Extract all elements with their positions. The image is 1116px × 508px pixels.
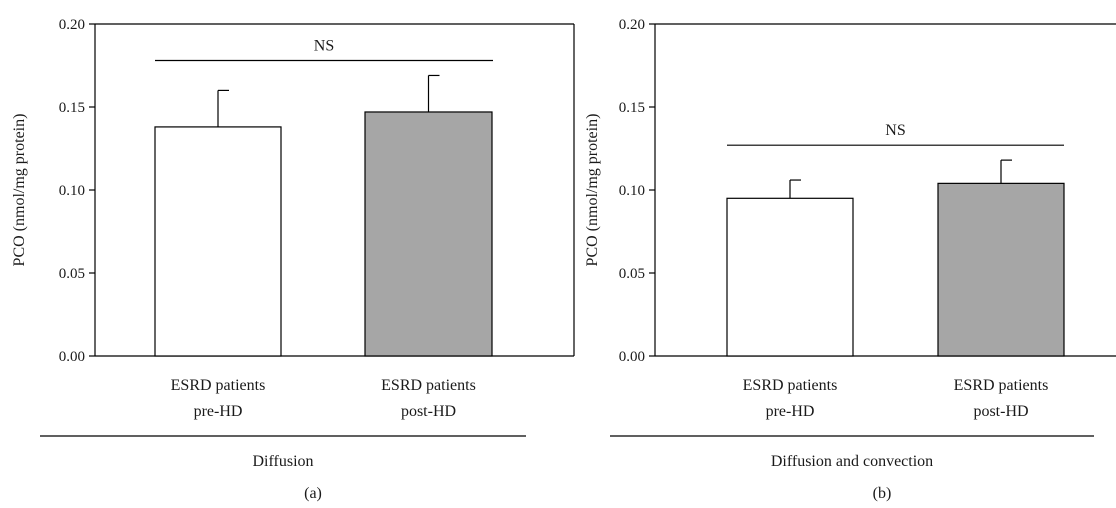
bar bbox=[937, 182, 1065, 357]
y-tick-label: 0.00 bbox=[59, 349, 85, 365]
y-tick-label: 0.20 bbox=[59, 17, 85, 33]
y-axis-title: PCO (nmol/mg protein) bbox=[11, 114, 28, 267]
y-tick-label: 0.00 bbox=[619, 349, 645, 365]
category-label: ESRD patients bbox=[743, 377, 838, 394]
bar bbox=[364, 111, 493, 357]
bar bbox=[154, 126, 282, 357]
panel-label: (b) bbox=[873, 485, 892, 502]
y-tick-label: 0.15 bbox=[619, 100, 645, 116]
group-label: Diffusion bbox=[252, 453, 313, 470]
bar bbox=[726, 197, 854, 357]
y-axis-title: PCO (nmol/mg protein) bbox=[584, 114, 601, 267]
significance-label: NS bbox=[314, 38, 334, 55]
y-tick-label: 0.15 bbox=[59, 100, 85, 116]
panel-b: 0.00 0.05 0.10 0.15 0.20 PCO (nmol/mg protein… bbox=[584, 17, 1116, 502]
group-label: Diffusion and convection bbox=[771, 453, 933, 470]
y-tick-label: 0.05 bbox=[59, 266, 85, 282]
category-label: post-HD bbox=[401, 403, 456, 420]
category-label: pre-HD bbox=[766, 403, 815, 420]
category-label: post-HD bbox=[973, 403, 1028, 420]
panel-a: 0.00 0.05 0.10 0.15 0.20 PCO (nmol/mg protein… bbox=[11, 17, 575, 502]
category-label: ESRD patients bbox=[171, 377, 266, 394]
category-label: pre-HD bbox=[194, 403, 243, 420]
category-label: ESRD patients bbox=[381, 377, 476, 394]
significance-label: NS bbox=[885, 122, 905, 139]
y-tick-label: 0.10 bbox=[59, 183, 85, 199]
category-label: ESRD patients bbox=[954, 377, 1049, 394]
y-tick-label: 0.10 bbox=[619, 183, 645, 199]
y-tick-label: 0.05 bbox=[619, 266, 645, 282]
panel-label: (a) bbox=[304, 485, 322, 502]
y-tick-label: 0.20 bbox=[619, 17, 645, 33]
